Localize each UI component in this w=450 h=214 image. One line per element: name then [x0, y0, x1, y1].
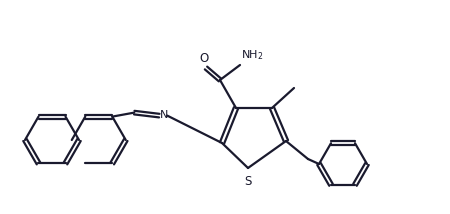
Text: N: N — [160, 110, 169, 120]
Text: NH$_2$: NH$_2$ — [241, 48, 264, 62]
Text: O: O — [199, 52, 209, 65]
Text: S: S — [244, 175, 252, 188]
